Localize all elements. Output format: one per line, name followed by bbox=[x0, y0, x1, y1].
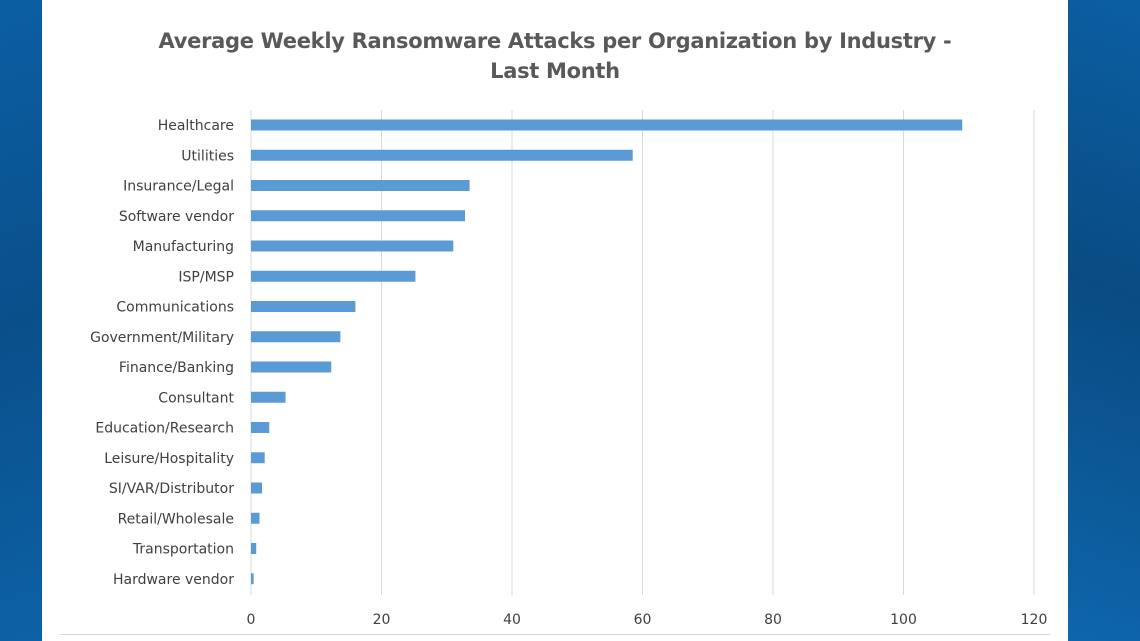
x-tick-label-40: 40 bbox=[503, 612, 521, 628]
bar-chart-plot: Healthcare Utilities Insurance/Legal Softwa… bbox=[90, 110, 1048, 628]
bar-consultant bbox=[251, 391, 286, 403]
x-tick-label-60: 60 bbox=[634, 612, 652, 628]
bar-finance-banking bbox=[251, 361, 332, 373]
category-label-finance-banking: Finance/Banking bbox=[119, 360, 234, 376]
bar-retail-wholesale bbox=[251, 512, 260, 524]
background-frame-left bbox=[0, 0, 42, 641]
bar-utilities bbox=[251, 149, 633, 161]
bar-hardware-vendor bbox=[251, 573, 254, 585]
chart-card: Average Weekly Ransomware Attacks per Or… bbox=[42, 0, 1068, 641]
category-label-government-military: Government/Military bbox=[90, 330, 234, 346]
category-label-healthcare: Healthcare bbox=[158, 118, 234, 134]
bar-isp-msp bbox=[251, 270, 416, 282]
category-label-manufacturing: Manufacturing bbox=[133, 239, 234, 255]
bar-manufacturing bbox=[251, 240, 454, 252]
category-label-isp-msp: ISP/MSP bbox=[178, 269, 234, 285]
bar-healthcare bbox=[251, 119, 963, 131]
bar-si-var-distributor bbox=[251, 482, 263, 494]
category-label-consultant: Consultant bbox=[158, 390, 234, 406]
category-label-communications: Communications bbox=[116, 300, 234, 316]
chart-title-line-2: Last Month bbox=[490, 59, 620, 83]
bottom-divider bbox=[60, 634, 1050, 635]
category-label-si-var-distributor: SI/VAR/Distributor bbox=[109, 481, 234, 497]
x-tick-label-120: 120 bbox=[1021, 612, 1048, 628]
x-tick-label-80: 80 bbox=[764, 612, 782, 628]
x-tick-label-20: 20 bbox=[373, 612, 391, 628]
category-label-leisure-hospitality: Leisure/Hospitality bbox=[104, 451, 234, 467]
category-label-education-research: Education/Research bbox=[95, 421, 234, 437]
bar-software-vendor bbox=[251, 210, 466, 222]
category-label-transportation: Transportation bbox=[132, 542, 234, 558]
bar-transportation bbox=[251, 543, 257, 554]
bar-insurance-legal bbox=[251, 180, 470, 191]
x-tick-label-0: 0 bbox=[247, 612, 256, 628]
bar-government-military bbox=[251, 331, 341, 343]
bar-communications bbox=[251, 301, 356, 312]
category-label-utilities: Utilities bbox=[181, 148, 234, 164]
chart-title-line-1: Average Weekly Ransomware Attacks per Or… bbox=[158, 29, 952, 53]
background-frame-right bbox=[1068, 0, 1140, 641]
category-label-software-vendor: Software vendor bbox=[119, 209, 234, 225]
bar-leisure-hospitality bbox=[251, 452, 265, 464]
x-tick-label-100: 100 bbox=[890, 612, 917, 628]
category-label-insurance-legal: Insurance/Legal bbox=[123, 179, 234, 195]
category-label-retail-wholesale: Retail/Wholesale bbox=[118, 511, 234, 527]
category-label-hardware-vendor: Hardware vendor bbox=[113, 572, 234, 588]
chart-title: Average Weekly Ransomware Attacks per Or… bbox=[42, 26, 1068, 86]
bar-education-research bbox=[251, 422, 270, 433]
